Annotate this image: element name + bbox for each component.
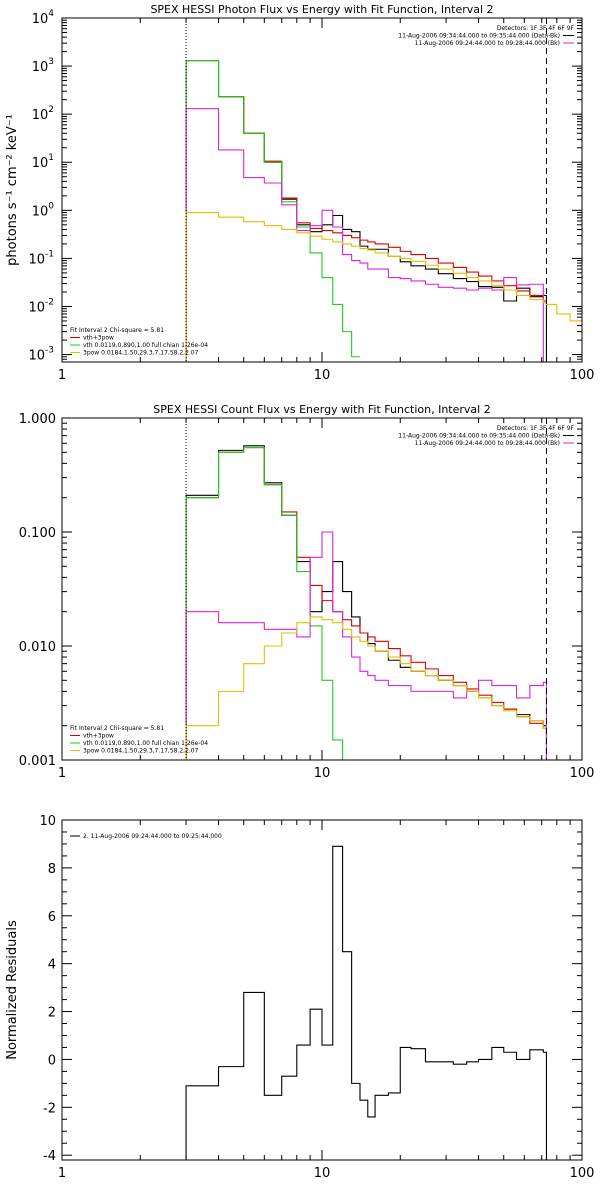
plot-frame: [61, 17, 583, 363]
x-tick-label: 10: [314, 368, 331, 383]
series-red: [185, 447, 547, 760]
x-tick-label: 100: [570, 766, 595, 781]
y-axis-label: photons s⁻¹ cm⁻² keV⁻¹: [5, 114, 20, 266]
y-tick-label: 2: [48, 1006, 56, 1021]
x-tick-label: 1: [58, 368, 66, 383]
series-yellow: [185, 616, 547, 760]
legend-entry: vth+3pow: [83, 335, 114, 342]
legend-entry: 3pow 0.0184,1.50,29.3,7.17,58.2,2.07: [83, 748, 199, 755]
legend-entry: 2. 11-Aug-2006 09:24:44.000 to 09:25:44.…: [83, 833, 222, 840]
x-tick-label: 10: [314, 1166, 331, 1181]
y-tick-label: 6: [48, 910, 56, 925]
chart-title: SPEX HESSI Count Flux vs Energy with Fit…: [153, 403, 490, 416]
series-magenta: [185, 108, 548, 362]
y-tick-label: 1.000: [19, 412, 56, 427]
y-tick-label: 10-3: [28, 346, 54, 364]
series-black: [185, 445, 548, 760]
chart-title: SPEX HESSI Photon Flux vs Energy with Fi…: [150, 3, 493, 16]
y-axis-label: Normalized Residuals: [5, 920, 20, 1060]
y-tick-label: 0.100: [19, 526, 56, 541]
legend: Fit Interval 2 Chi-square = 5.81vth+3pow…: [70, 725, 208, 755]
series-yellow: [185, 211, 582, 362]
y-tick-label: 100: [32, 201, 55, 219]
y-tick-label: 10: [39, 814, 56, 829]
y-tick-label: 0: [48, 1053, 56, 1068]
series-black: [185, 845, 548, 1160]
legend-entry: 11-Aug-2006 09:34:44.000 to 09:35:44.000…: [398, 433, 560, 440]
y-tick-label: 10-1: [28, 249, 54, 267]
plot-frame: [61, 819, 583, 1161]
y-tick-label: 0.001: [19, 754, 56, 769]
y-tick-label: 0.010: [19, 640, 56, 655]
y-tick-label: 103: [32, 57, 54, 75]
plot-area: [185, 445, 548, 760]
legend-header: Detectors: 1F 3F 4F 6F 9F: [497, 425, 575, 432]
series-black: [185, 60, 548, 362]
chart-panel-2: SPEX HESSI Count Flux vs Energy with Fit…: [19, 403, 595, 781]
legend-entry: 11-Aug-2006 09:34:44.000 to 09:35:44.000…: [398, 33, 560, 40]
legend: 2. 11-Aug-2006 09:24:44.000 to 09:25:44.…: [70, 833, 222, 840]
series-green: [185, 447, 352, 760]
plot-frame: [61, 417, 583, 761]
y-tick-label: 8: [48, 862, 56, 877]
series-red: [185, 60, 547, 362]
y-tick-label: -2: [43, 1101, 56, 1116]
y-tick-label: 4: [48, 958, 56, 973]
y-tick-label: 104: [32, 9, 55, 27]
legend-header: Detectors: 1F 3F 4F 6F 9F: [497, 25, 575, 32]
x-tick-label: 100: [570, 368, 595, 383]
legend-entry: 11-Aug-2006 09:24:44.000 to 09:28:44.000…: [415, 40, 560, 47]
legend-entry: vth 0.0119,0.890,1.00 full chian 1.26e-0…: [83, 342, 208, 349]
legend-entry: 11-Aug-2006 09:24:44.000 to 09:28:44.000…: [415, 440, 560, 447]
y-tick-label: 101: [32, 153, 54, 171]
y-tick-label: -4: [43, 1149, 56, 1164]
x-tick-label: 1: [58, 1166, 66, 1181]
plot-area: [185, 60, 582, 362]
series-magenta: [185, 531, 548, 760]
chart-panel-1: SPEX HESSI Photon Flux vs Energy with Fi…: [5, 3, 594, 383]
legend-header: Fit Interval 2 Chi-square = 5.81: [70, 725, 164, 732]
y-tick-label: 102: [32, 105, 54, 123]
legend-entry: 3pow 0.0184,1.50,29.3,7.17,58.2,2.07: [83, 350, 199, 357]
y-tick-label: 10-2: [28, 297, 54, 315]
plot-area: [185, 845, 548, 1160]
x-tick-label: 1: [58, 766, 66, 781]
legend: Fit Interval 2 Chi-square = 5.81vth+3pow…: [70, 327, 208, 357]
x-tick-label: 100: [570, 1166, 595, 1181]
series-green: [185, 60, 360, 362]
legend-header: Fit Interval 2 Chi-square = 5.81: [70, 327, 164, 334]
legend-entry: vth 0.0119,0.890,1.00 full chian 1.26e-0…: [83, 740, 208, 747]
legend-entry: vth+3pow: [83, 733, 114, 740]
chart-panel-3: Normalized Residuals 1 10 100 -4 -2 0 2 4 6 8 10 2. …: [5, 814, 594, 1181]
x-tick-label: 10: [314, 766, 331, 781]
